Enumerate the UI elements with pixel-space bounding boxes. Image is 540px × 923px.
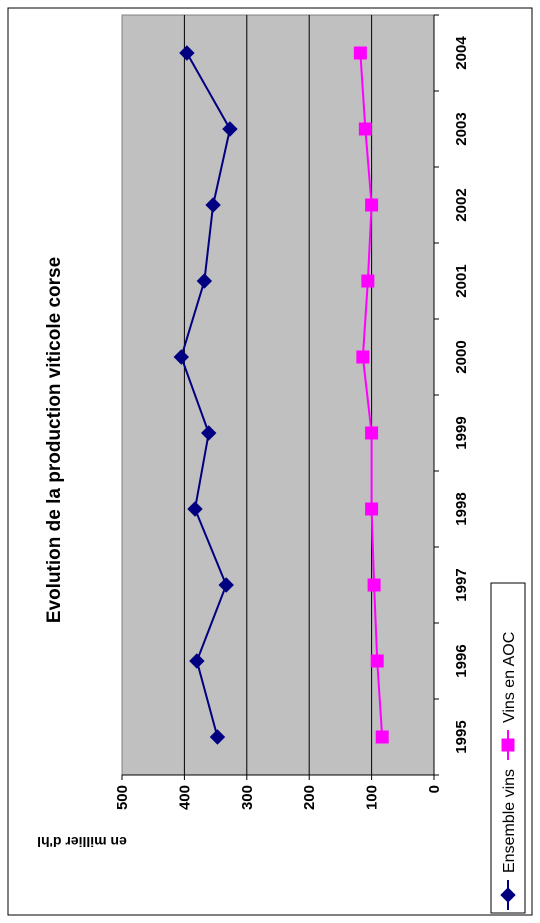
data-point (187, 501, 203, 517)
data-point (205, 197, 221, 213)
series-line (359, 52, 384, 738)
data-point (356, 350, 370, 364)
data-point (218, 577, 234, 593)
data-point (365, 198, 379, 212)
data-point (179, 45, 195, 61)
x-tick-label: 1997 (453, 568, 470, 601)
x-tick-label: 1998 (453, 492, 470, 525)
data-point (201, 425, 217, 441)
x-tick-label: 2002 (453, 188, 470, 221)
y-axis-label: en millier d'hl (37, 834, 127, 850)
data-point (365, 426, 379, 440)
legend-item: Ensemble vins (500, 769, 518, 910)
legend: Ensemble vins Vins en AOC (490, 582, 526, 914)
x-tick-label: 2003 (453, 112, 470, 145)
legend-marker (500, 887, 516, 903)
y-tick-label: 200 (301, 785, 318, 810)
x-tick-label: 1996 (453, 644, 470, 677)
legend-label: Ensemble vins (501, 769, 518, 873)
data-point (222, 121, 238, 137)
data-point (370, 654, 384, 668)
legend-marker (501, 738, 515, 752)
series-0 (173, 45, 238, 745)
data-point (367, 578, 381, 592)
x-tick-label: 2000 (453, 340, 470, 373)
data-point (209, 729, 226, 745)
data-point (189, 653, 205, 669)
y-tick-label: 0 (426, 785, 443, 793)
series-group (173, 45, 389, 745)
y-tick-label: 500 (114, 785, 131, 810)
chart-title: Evolution de la production viticole cors… (44, 257, 65, 623)
series-1 (353, 46, 389, 744)
x-tick-labels: 1995 1996 1997 1998 1999 2000 2001 2002 2003 2004 (434, 14, 470, 776)
legend-label: Vins en AOC (501, 632, 518, 723)
data-point (358, 122, 372, 136)
x-tick-label: 1995 (453, 720, 470, 753)
y-tick-label: 400 (176, 785, 193, 810)
data-point (361, 274, 375, 288)
x-tick-label: 2001 (453, 264, 470, 297)
data-point (375, 730, 389, 744)
x-tick-label: 1999 (453, 416, 470, 449)
plot-area (121, 14, 435, 776)
gridlines (183, 15, 373, 775)
series-line (180, 52, 232, 738)
data-point (353, 46, 367, 60)
data-point (173, 349, 189, 365)
legend-item: Vins en AOC (501, 632, 518, 760)
data-point (365, 502, 379, 516)
data-point (196, 273, 213, 289)
y-tick-labels: 0 100 200 300 400 500 (114, 775, 443, 810)
x-tick-label: 2004 (453, 36, 470, 70)
y-tick-label: 100 (364, 785, 381, 810)
y-tick-label: 300 (239, 785, 256, 810)
